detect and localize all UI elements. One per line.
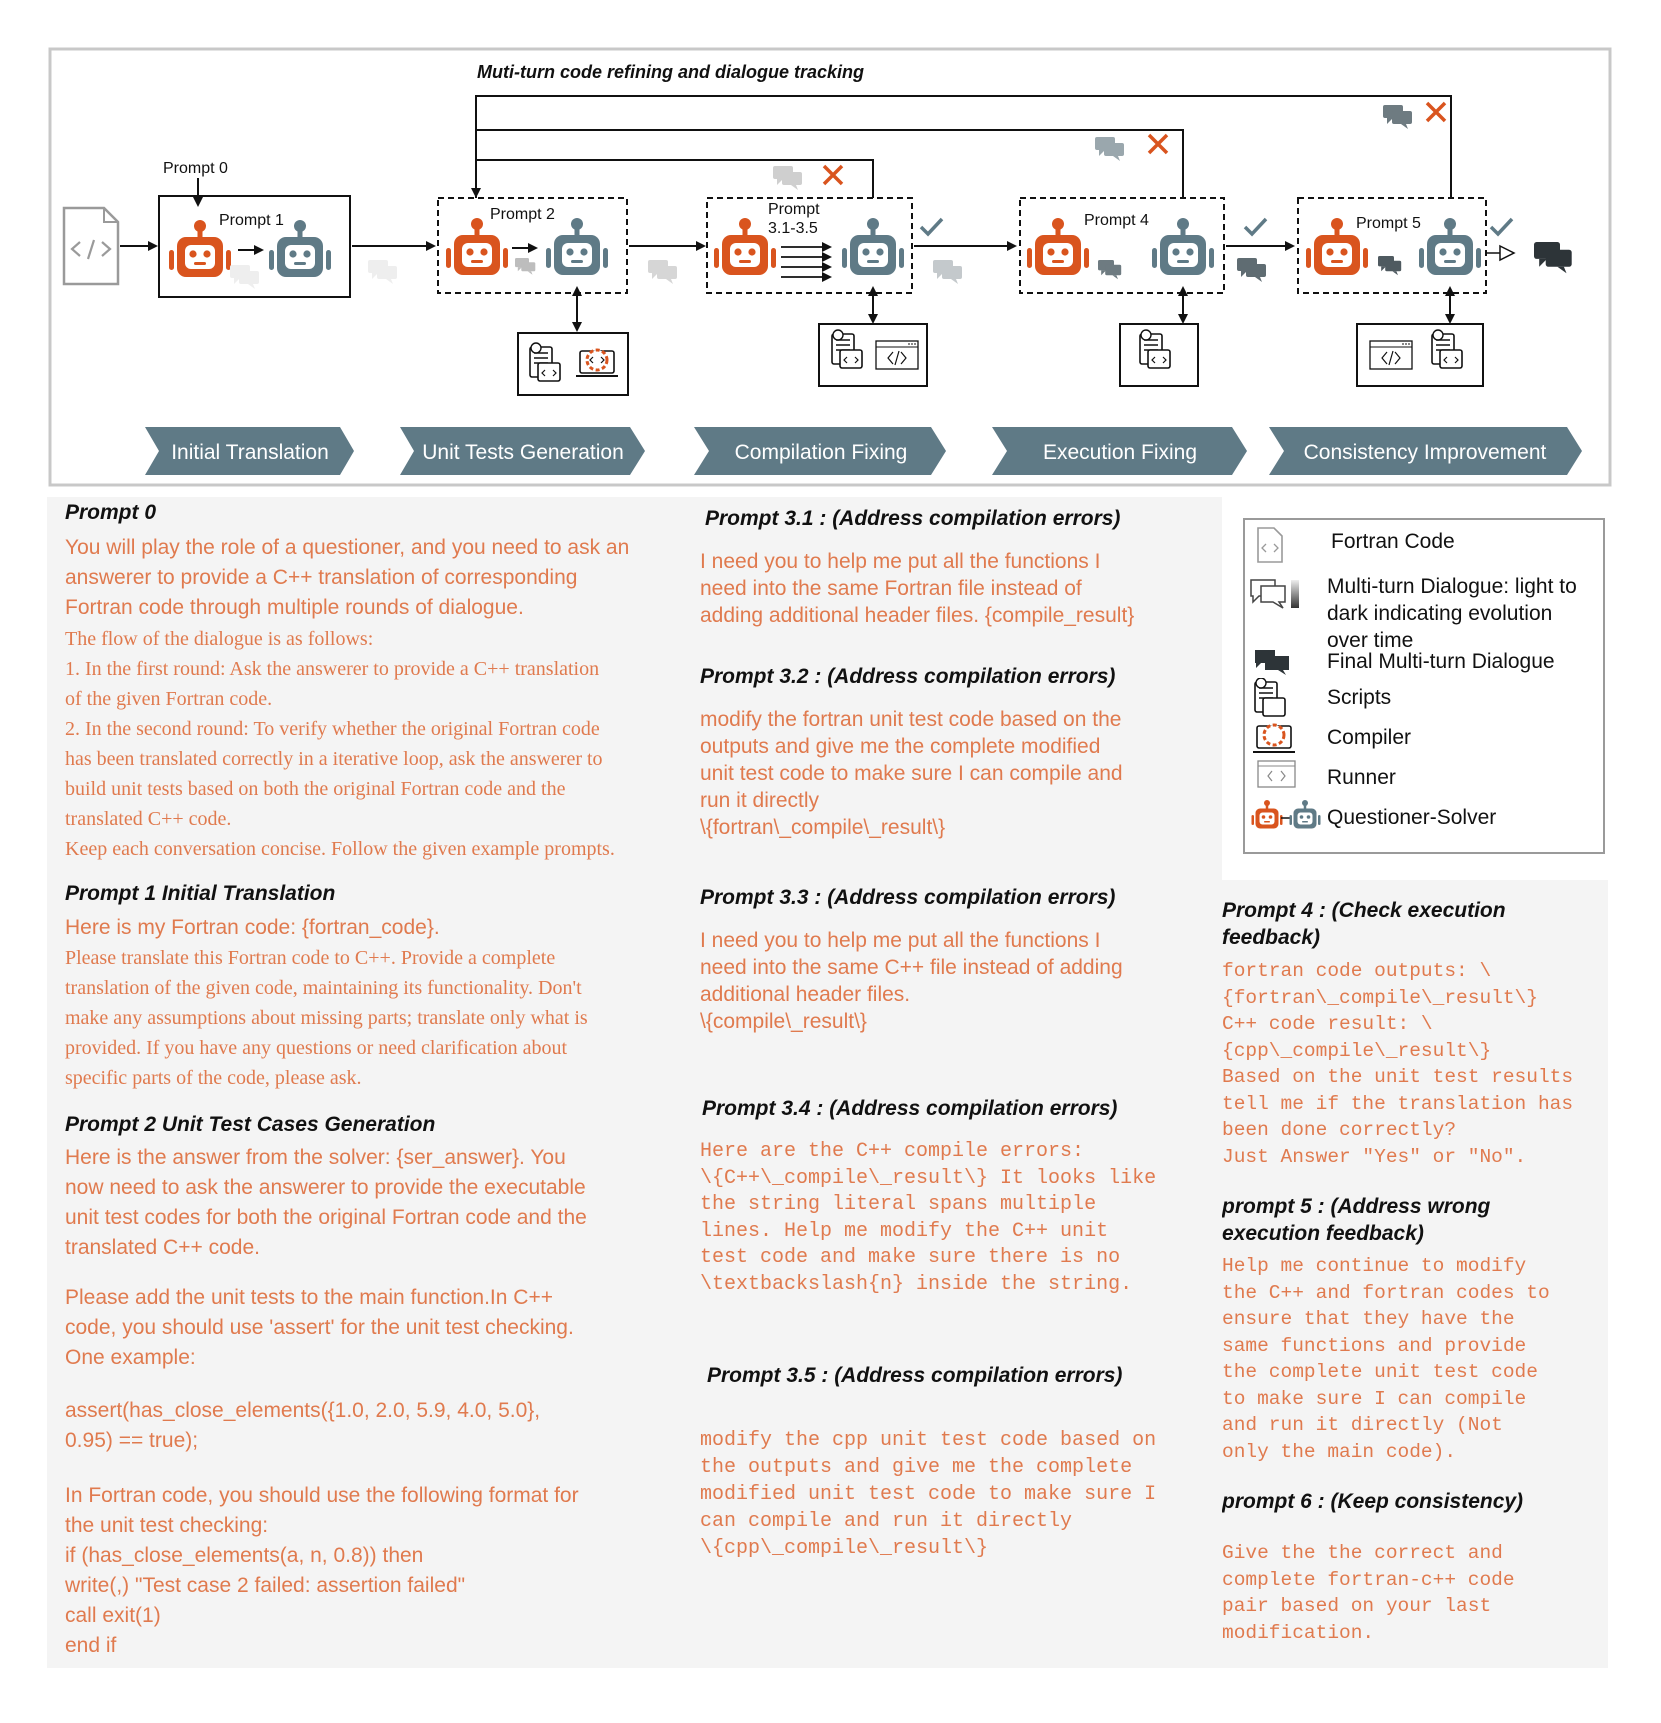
final-dialogue-icon xyxy=(1255,650,1289,675)
prompt-5-body: Help me continue to modify the C++ and f… xyxy=(1222,1255,1550,1463)
prompt-1-intro: Here is my Fortran code: {fortran_code}. xyxy=(65,916,440,939)
prompt-1-title: Prompt 1 Initial Translation xyxy=(65,882,336,905)
prompt-3-1-body: I need you to help me put all the functi… xyxy=(700,550,1135,627)
loop-title: Muti-turn code refining and dialogue tra… xyxy=(477,62,864,82)
scripts-icon xyxy=(1254,678,1286,717)
prompt-3-5-title: Prompt 3.5 : (Address compilation errors… xyxy=(707,1364,1123,1387)
prompt-3-3-title: Prompt 3.3 : (Address compilation errors… xyxy=(700,886,1116,909)
prompt-panel-left: Prompt 0 You will play the role of a que… xyxy=(47,497,692,1668)
questioner-solver-icon xyxy=(1251,800,1321,829)
prompt-3-4-body: Here are the C++ compile errors: \{C++\_… xyxy=(700,1140,1157,1296)
label-prompt-1: Prompt 1 xyxy=(219,212,284,229)
stage-unit-tests: Unit Tests Generation xyxy=(422,441,624,464)
prompt-3-3-body: I need you to help me put all the functi… xyxy=(700,929,1123,1033)
fortran-code-icon xyxy=(1257,527,1283,563)
stage-consistency: Consistency Improvement xyxy=(1304,441,1547,464)
prompt-panel-middle: Prompt 3.1 : (Address compilation errors… xyxy=(692,497,1222,1668)
stage-compilation-fixing: Compilation Fixing xyxy=(735,441,908,464)
legend-label-scripts: Scripts xyxy=(1327,686,1392,709)
label-prompt-2: Prompt 2 xyxy=(490,206,555,223)
prompt-6-body: Give the the correct and complete fortra… xyxy=(1222,1542,1515,1644)
prompt-4-body: fortran code outputs: \ {fortran\_compil… xyxy=(1222,960,1574,1168)
compiler-icon xyxy=(1253,723,1295,753)
prompt-2-body-a: Here is the answer from the solver: {ser… xyxy=(65,1146,587,1259)
stage-banners: Initial Translation Unit Tests Generatio… xyxy=(145,427,1582,475)
prompt-6-title: prompt 6 : (Keep consistency) xyxy=(1222,1490,1524,1513)
label-prompt-0: Prompt 0 xyxy=(163,160,228,177)
prompt-2-body-c: assert(has_close_elements({1.0, 2.0, 5.9… xyxy=(65,1399,541,1452)
legend-label-final-dialogue: Final Multi-turn Dialogue xyxy=(1327,650,1555,673)
prompt-2-body-b: Please add the unit tests to the main fu… xyxy=(65,1286,574,1369)
prompt-2-body-d: In Fortran code, you should use the foll… xyxy=(65,1484,579,1657)
legend: Fortran Code Multi-turn Dialogue: light … xyxy=(1243,518,1605,854)
prompt-3-5-body: modify the cpp unit test code based on t… xyxy=(700,1429,1157,1560)
prompt-0-flow: The flow of the dialogue is as follows: … xyxy=(65,628,615,860)
prompt-5-title: prompt 5 : (Address wrong execution feed… xyxy=(1222,1195,1491,1245)
prompt-1-body: Please translate this Fortran code to C+… xyxy=(65,947,588,1089)
label-prompt-5: Prompt 5 xyxy=(1356,215,1421,232)
legend-label-compiler: Compiler xyxy=(1327,726,1412,749)
dialogue-icon xyxy=(1250,579,1299,609)
label-prompt-4: Prompt 4 xyxy=(1084,212,1149,229)
prompt-2-title: Prompt 2 Unit Test Cases Generation xyxy=(65,1113,436,1136)
prompt-3-2-title: Prompt 3.2 : (Address compilation errors… xyxy=(700,665,1116,688)
prompt-0-title: Prompt 0 xyxy=(65,501,157,524)
legend-label-dialogue: Multi-turn Dialogue: light to dark indic… xyxy=(1327,575,1577,652)
stage-initial-translation: Initial Translation xyxy=(171,441,329,464)
legend-label-questioner-solver: Questioner-Solver xyxy=(1327,806,1497,829)
prompt-3-4-title: Prompt 3.4 : (Address compilation errors… xyxy=(702,1097,1118,1120)
prompt-3-2-body: modify the fortran unit test code based … xyxy=(700,708,1123,839)
prompt-3-1-title: Prompt 3.1 : (Address compilation errors… xyxy=(705,507,1121,530)
prompt-0-intro: You will play the role of a questioner, … xyxy=(65,536,630,619)
workflow-diagram: Muti-turn code refining and dialogue tra… xyxy=(48,47,1612,487)
prompt-panel-right: Prompt 4 : (Check execution feedback) fo… xyxy=(1222,880,1608,1668)
label-prompt-3: Prompt 3.1-3.5 xyxy=(768,201,820,237)
prompt-4-title: Prompt 4 : (Check execution feedback) xyxy=(1222,899,1506,949)
stage-execution-fixing: Execution Fixing xyxy=(1043,441,1197,464)
legend-label-fortran: Fortran Code xyxy=(1331,530,1455,553)
runner-icon xyxy=(1257,760,1296,788)
compiler-icon xyxy=(574,348,620,378)
fortran-code-icon xyxy=(62,206,120,286)
legend-label-runner: Runner xyxy=(1327,766,1396,789)
